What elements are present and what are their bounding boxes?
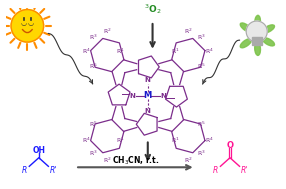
Text: R$^5$: R$^5$ — [90, 120, 98, 129]
Text: R': R' — [241, 166, 248, 175]
Text: CH$_3$CN, r.t.: CH$_3$CN, r.t. — [112, 154, 159, 167]
Text: ◡: ◡ — [21, 20, 27, 26]
Text: R$^3$: R$^3$ — [197, 33, 206, 43]
Text: ◡: ◡ — [28, 20, 34, 26]
Text: O: O — [227, 141, 233, 150]
Text: R: R — [22, 166, 27, 175]
Text: R: R — [213, 166, 218, 175]
Text: R$^4$: R$^4$ — [82, 46, 91, 56]
Text: R$^3$: R$^3$ — [90, 149, 98, 158]
Ellipse shape — [255, 15, 261, 29]
Text: M: M — [144, 91, 152, 100]
Text: R$^1$: R$^1$ — [170, 135, 179, 145]
Text: R$^3$: R$^3$ — [90, 33, 98, 43]
Text: $^3$O$_2$: $^3$O$_2$ — [144, 2, 161, 16]
Ellipse shape — [255, 42, 261, 55]
Text: R$^4$: R$^4$ — [82, 135, 91, 145]
Ellipse shape — [263, 25, 275, 33]
Text: R': R' — [49, 166, 57, 175]
Text: R$^1$: R$^1$ — [116, 46, 125, 56]
Text: R$^2$: R$^2$ — [103, 155, 112, 165]
Text: N: N — [145, 108, 151, 114]
Circle shape — [246, 21, 267, 42]
FancyBboxPatch shape — [252, 37, 261, 45]
Text: R$^5$: R$^5$ — [197, 120, 206, 129]
Text: N: N — [130, 93, 136, 99]
Text: R$^1$: R$^1$ — [170, 46, 179, 56]
Ellipse shape — [240, 23, 252, 32]
Text: R$^2$: R$^2$ — [184, 26, 193, 36]
Text: R$^4$: R$^4$ — [205, 135, 214, 145]
Text: N: N — [160, 93, 166, 99]
Text: R$^5$: R$^5$ — [197, 62, 206, 71]
Text: N: N — [145, 77, 151, 83]
Text: R$^5$: R$^5$ — [90, 62, 98, 71]
Ellipse shape — [240, 39, 252, 48]
Circle shape — [11, 10, 43, 42]
Text: R$^2$: R$^2$ — [184, 155, 193, 165]
Ellipse shape — [263, 38, 275, 46]
Text: OH: OH — [32, 146, 45, 155]
Text: R$^4$: R$^4$ — [205, 46, 214, 56]
Text: R$^2$: R$^2$ — [103, 26, 112, 36]
Text: R$^1$: R$^1$ — [116, 135, 125, 145]
Text: R$^3$: R$^3$ — [197, 149, 206, 158]
